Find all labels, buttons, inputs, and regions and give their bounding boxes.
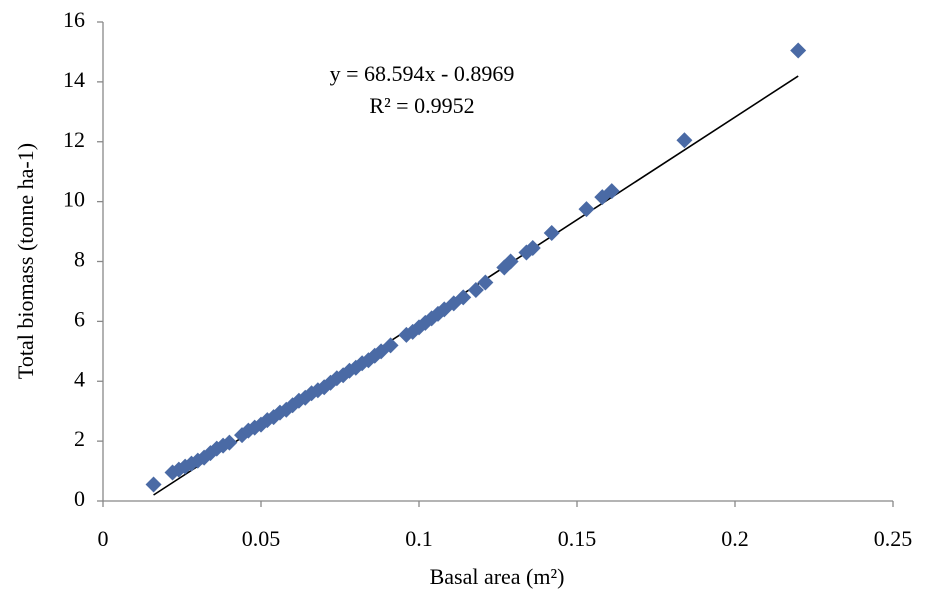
y-tick-label: 14 bbox=[63, 67, 85, 92]
data-point bbox=[676, 132, 693, 149]
data-point bbox=[477, 274, 494, 291]
data-point bbox=[455, 289, 472, 306]
data-point bbox=[467, 281, 484, 298]
x-tick-label: 0.05 bbox=[242, 526, 281, 551]
y-tick-label: 6 bbox=[74, 306, 85, 331]
y-axis-label: Total biomass (tonne ha-1) bbox=[13, 143, 38, 379]
y-tick-label: 4 bbox=[74, 366, 85, 391]
x-tick-label: 0.1 bbox=[405, 526, 433, 551]
x-axis-label: Basal area (m²) bbox=[430, 564, 565, 589]
y-tick-label: 0 bbox=[74, 486, 85, 511]
data-point bbox=[524, 240, 541, 257]
y-tick-label: 16 bbox=[63, 7, 85, 32]
data-point bbox=[382, 337, 399, 354]
x-tick-label: 0 bbox=[98, 526, 109, 551]
y-tick-label: 8 bbox=[74, 247, 85, 272]
x-tick-label: 0.2 bbox=[721, 526, 749, 551]
data-point bbox=[502, 253, 519, 270]
x-tick-label: 0.15 bbox=[558, 526, 597, 551]
data-point bbox=[145, 476, 162, 493]
y-tick-label: 12 bbox=[63, 127, 85, 152]
data-point bbox=[543, 225, 560, 242]
data-point bbox=[221, 434, 238, 451]
equation: y = 68.594x - 0.8969 bbox=[330, 61, 515, 86]
y-tick-label: 2 bbox=[74, 426, 85, 451]
data-point bbox=[578, 201, 595, 218]
x-tick-label: 0.25 bbox=[874, 526, 913, 551]
r-squared: R² = 0.9952 bbox=[369, 93, 474, 118]
data-point bbox=[603, 183, 620, 200]
data-point bbox=[790, 42, 807, 59]
y-tick-label: 10 bbox=[63, 187, 85, 212]
